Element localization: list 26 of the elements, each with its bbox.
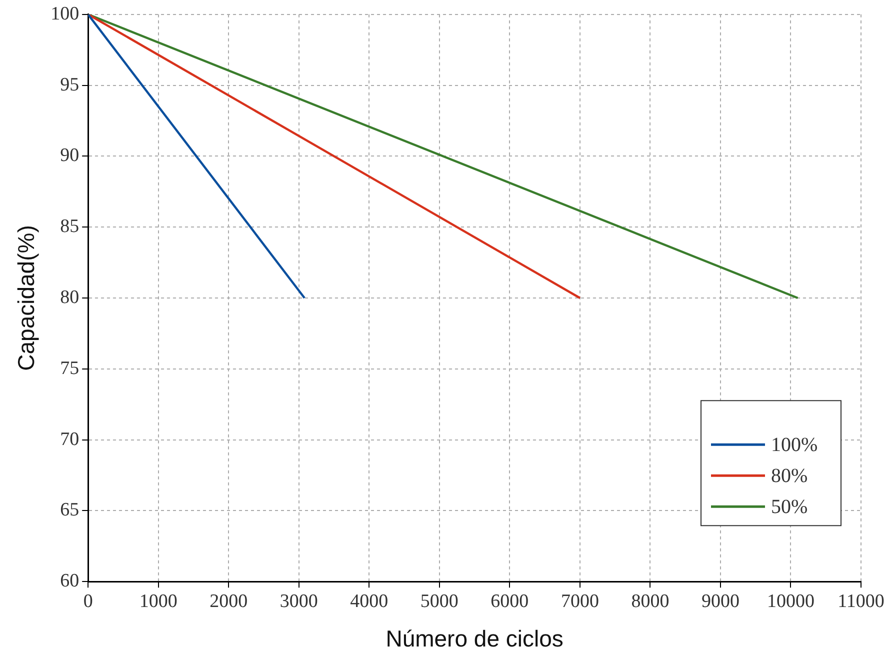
y-tick-label: 80 xyxy=(60,286,80,308)
x-tick-label: 9000 xyxy=(701,590,740,612)
y-tick-label: 60 xyxy=(60,570,80,592)
y-tick-label: 85 xyxy=(60,216,80,238)
x-tick-label: 4000 xyxy=(350,590,388,612)
x-tick-label: 10000 xyxy=(766,590,814,612)
x-tick-label: 6000 xyxy=(490,590,529,612)
y-tick-label: 70 xyxy=(60,428,80,450)
x-tick-label: 1000 xyxy=(139,590,178,612)
x-axis-title: Número de ciclos xyxy=(386,626,564,652)
y-tick-label: 100 xyxy=(50,3,80,24)
legend-label: 80% xyxy=(771,464,808,487)
y-tick-label: 65 xyxy=(60,500,80,521)
y-tick-label: 90 xyxy=(60,145,80,166)
x-tick-label: 8000 xyxy=(631,590,670,612)
legend-label: 50% xyxy=(771,496,808,518)
legend-label: 100% xyxy=(771,434,818,456)
x-tick-label: 2000 xyxy=(210,590,248,612)
y-axis-title: Capacidad(%) xyxy=(13,225,40,371)
x-tick-label: 11000 xyxy=(838,590,884,612)
x-tick-label: 5000 xyxy=(420,590,458,612)
x-tick-label: 3000 xyxy=(280,590,318,612)
x-tick-label: 0 xyxy=(83,590,93,612)
x-tick-label: 7000 xyxy=(560,590,599,612)
y-tick-label: 95 xyxy=(60,74,80,96)
y-tick-label: 75 xyxy=(60,358,80,379)
